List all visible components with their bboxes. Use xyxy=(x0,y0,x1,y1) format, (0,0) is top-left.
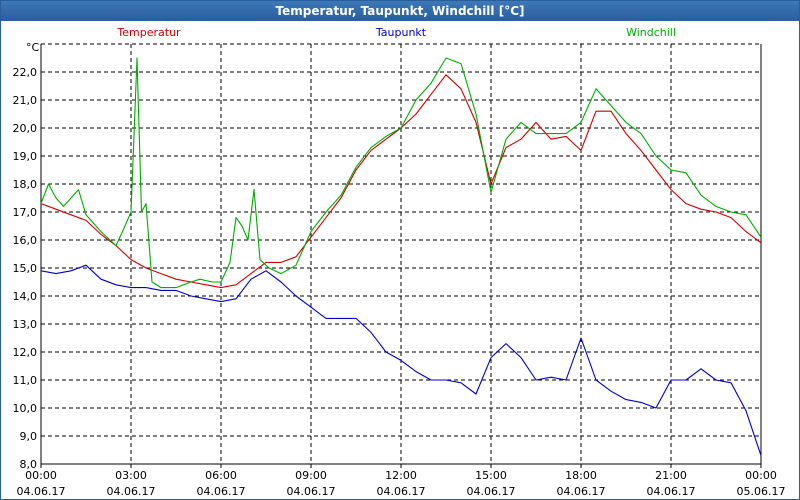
x-tick-time: 12:00 xyxy=(385,469,417,482)
x-tick-time: 18:00 xyxy=(565,469,597,482)
legend-temperatur: Temperatur xyxy=(116,26,181,39)
x-tick-date: 04.06.17 xyxy=(17,485,66,498)
x-tick-date: 04.06.17 xyxy=(467,485,516,498)
y-tick-label: 22,0 xyxy=(13,66,38,79)
grid xyxy=(41,43,761,465)
y-tick-label: 9,0 xyxy=(20,430,38,443)
legend: Temperatur Taupunkt Windchill xyxy=(116,26,676,39)
x-tick-time: 00:00 xyxy=(745,469,777,482)
series-line-windchill xyxy=(40,57,762,289)
x-tick-date: 04.06.17 xyxy=(557,485,606,498)
x-tick-date: 04.06.17 xyxy=(107,485,156,498)
x-tick-time: 09:00 xyxy=(295,469,327,482)
legend-taupunkt: Taupunkt xyxy=(375,26,427,39)
chart-canvas: 8,0 9,0 10,0 11,0 12,0 13,0 14,0 15,0 16,0 17,0 18… xyxy=(13,26,786,498)
y-axis-unit: °C xyxy=(26,41,40,54)
y-tick-label: 14,0 xyxy=(13,290,38,303)
x-tick-time: 21:00 xyxy=(655,469,687,482)
y-tick-label: 10,0 xyxy=(13,402,38,415)
y-tick-label: 11,0 xyxy=(13,374,38,387)
y-tick-label: 15,0 xyxy=(13,262,38,275)
y-tick-label: 18,0 xyxy=(13,178,38,191)
x-tick-date: 04.06.17 xyxy=(377,485,426,498)
y-tick-label: 20,0 xyxy=(13,122,38,135)
window-title: Temperatur, Taupunkt, Windchill [°C] xyxy=(1,1,799,21)
y-tick-label: 16,0 xyxy=(13,234,38,247)
y-tick-label: 8,0 xyxy=(20,458,38,471)
y-tick-label: 19,0 xyxy=(13,150,38,163)
x-tick-date: 04.06.17 xyxy=(197,485,246,498)
y-tick-label: 21,0 xyxy=(13,94,38,107)
legend-windchill: Windchill xyxy=(626,26,676,39)
axes: 8,0 9,0 10,0 11,0 12,0 13,0 14,0 15,0 16,0 17,0 18… xyxy=(13,41,786,498)
x-tick-date: 04.06.17 xyxy=(287,485,336,498)
y-tick-label: 12,0 xyxy=(13,346,38,359)
y-tick-label: 13,0 xyxy=(13,318,38,331)
x-tick-date: 05.06.17 xyxy=(737,485,786,498)
series-lines xyxy=(40,57,762,456)
series-line-taupunkt xyxy=(40,264,762,456)
x-tick-time: 15:00 xyxy=(475,469,507,482)
x-tick-time: 06:00 xyxy=(205,469,237,482)
x-tick-time: 03:00 xyxy=(115,469,147,482)
x-tick-time: 00:00 xyxy=(25,469,57,482)
x-tick-date: 04.06.17 xyxy=(647,485,696,498)
y-tick-label: 17,0 xyxy=(13,206,38,219)
